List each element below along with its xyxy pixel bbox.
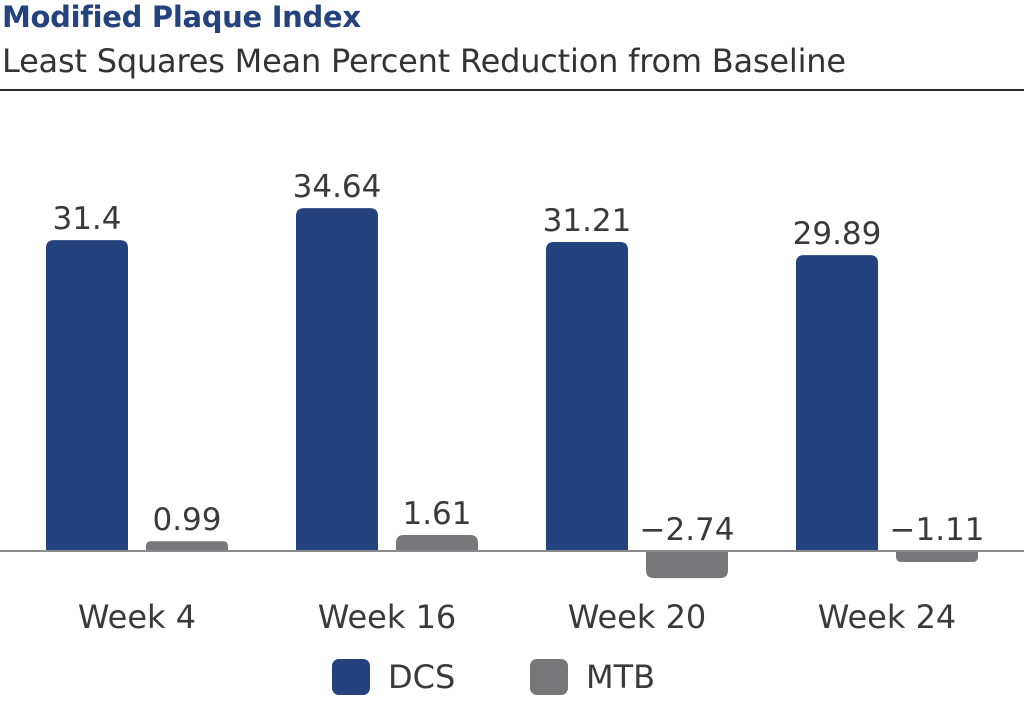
bar-mtb-week-24 xyxy=(896,551,978,562)
bar-mtb-week-20 xyxy=(646,551,728,579)
data-label-dcs-week-20: 31.21 xyxy=(543,203,632,239)
bar-dcs-week-24 xyxy=(796,255,878,552)
chart-subtitle: Least Squares Mean Percent Reduction fro… xyxy=(2,42,846,80)
bar-dcs-week-4 xyxy=(46,240,128,551)
legend-label-dcs: DCS xyxy=(388,658,456,696)
data-label-dcs-week-16: 34.64 xyxy=(293,169,382,205)
title-divider xyxy=(0,89,1024,91)
bar-mtb-week-4 xyxy=(146,541,228,551)
category-label-week-4: Week 4 xyxy=(78,598,196,636)
bar-mtb-week-16 xyxy=(396,535,478,551)
legend-label-mtb: MTB xyxy=(586,658,656,696)
legend: DCS MTB xyxy=(0,656,1024,700)
category-label-week-24: Week 24 xyxy=(818,598,957,636)
data-label-dcs-week-24: 29.89 xyxy=(793,216,882,252)
category-label-week-20: Week 20 xyxy=(568,598,707,636)
bar-chart: 31.4 0.99 Week 4 34.64 1.61 Week 16 31.21 −2.74… xyxy=(0,169,1024,636)
bar-dcs-week-16 xyxy=(296,208,378,551)
legend-swatch-mtb xyxy=(530,659,568,695)
category-label-week-16: Week 16 xyxy=(318,598,457,636)
bar-dcs-week-20 xyxy=(546,242,628,551)
data-label-dcs-week-4: 31.4 xyxy=(52,201,121,237)
data-label-mtb-week-24: −1.11 xyxy=(890,512,985,548)
data-label-mtb-week-20: −2.74 xyxy=(640,512,735,548)
chart-title: Modified Plaque Index xyxy=(2,0,361,34)
data-label-mtb-week-4: 0.99 xyxy=(152,502,221,538)
data-label-mtb-week-16: 1.61 xyxy=(402,496,471,532)
legend-swatch-dcs xyxy=(332,659,370,695)
